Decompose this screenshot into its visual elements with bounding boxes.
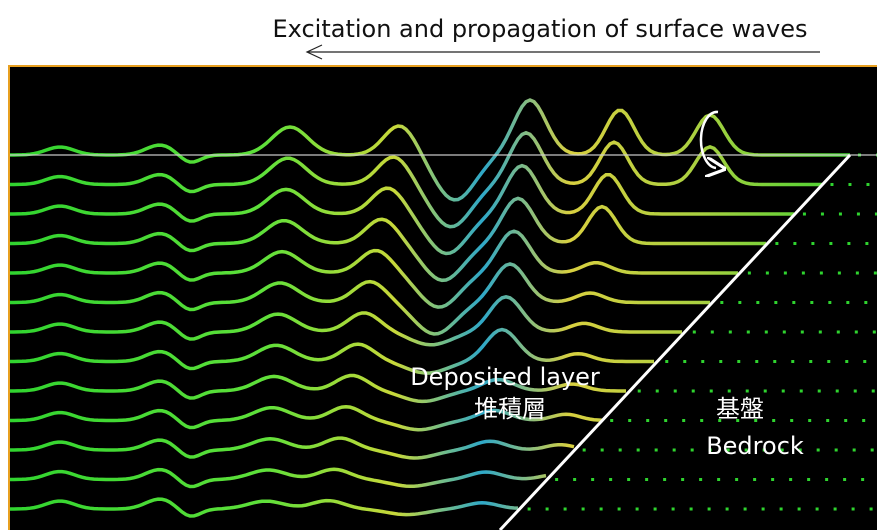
bedrock-label: Bedrock — [706, 432, 804, 460]
diagram: Excitation and propagation of surface wa… — [0, 0, 877, 530]
deposited-label: Deposited layer — [410, 363, 600, 391]
title: Excitation and propagation of surface wa… — [273, 15, 808, 43]
bedrock-label-ja: 基盤 — [716, 395, 764, 423]
page: {"header": {"title": "Excitation and pro… — [0, 0, 877, 530]
deposited-label-ja: 堆積層 — [474, 395, 546, 423]
